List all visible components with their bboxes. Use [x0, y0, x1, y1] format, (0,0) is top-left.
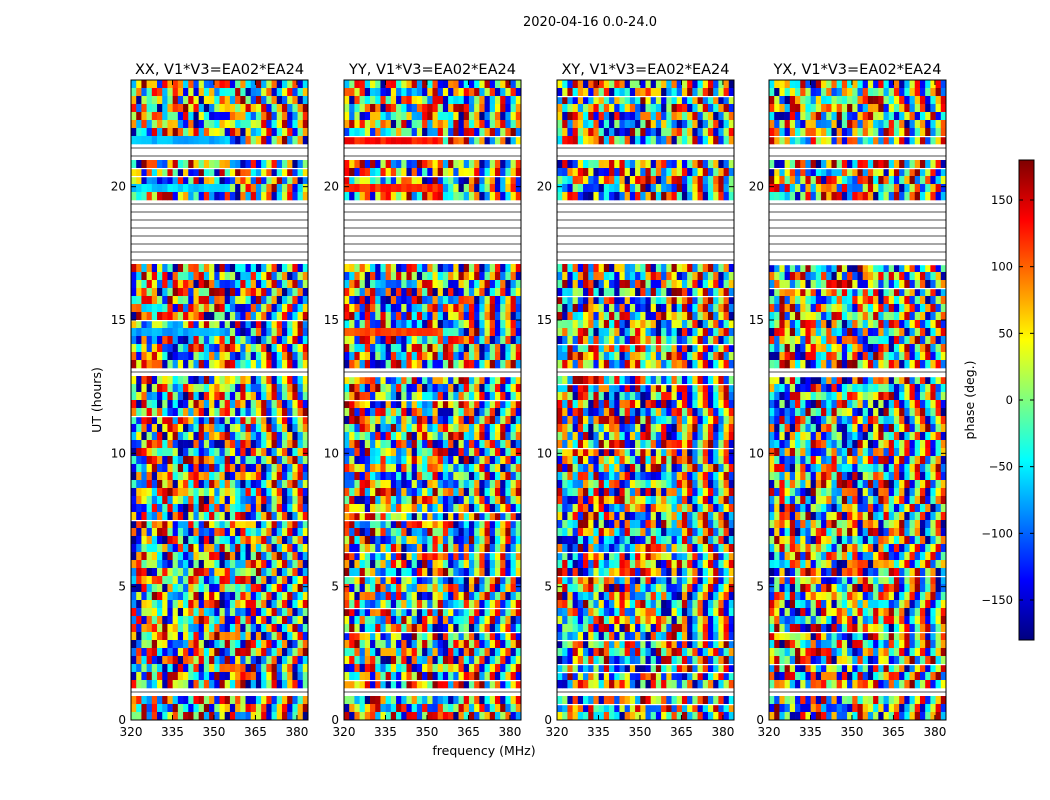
y-tick-label: 5: [544, 580, 552, 594]
y-axis-label: UT (hours): [89, 367, 104, 433]
phase-heatmap: [344, 80, 521, 720]
y-tick-label: 0: [544, 713, 552, 727]
y-tick-label: 15: [324, 313, 339, 327]
colorbar-tick-label: −100: [981, 526, 1013, 540]
x-tick-label: 350: [416, 725, 439, 739]
x-tick-label: 335: [161, 725, 184, 739]
y-tick-label: 10: [111, 446, 126, 460]
panel-frame: [768, 79, 947, 721]
panel-yy: YY, V1*V3=EA02*EA24 320 335 350 365 380 0 5 10 15…: [324, 62, 522, 739]
y-tick-label: 15: [111, 313, 126, 327]
y-tick-label: 5: [331, 580, 339, 594]
x-tick-label: 320: [758, 725, 781, 739]
x-tick-label: 320: [333, 725, 356, 739]
panel-title: YY, V1*V3=EA02*EA24: [348, 62, 516, 78]
y-tick-label: 10: [324, 446, 339, 460]
colorbar-label: phase (deg.): [962, 361, 977, 440]
x-tick-label: 365: [457, 725, 480, 739]
phase-heatmap: [557, 80, 734, 720]
y-tick-label: 15: [749, 313, 764, 327]
colorbar-tick-label: 150: [991, 193, 1013, 207]
y-tick-label: 20: [111, 180, 126, 194]
colorbar: 150 100 50 0 −50 −100 −150 phase (deg.): [962, 159, 1035, 641]
y-tick-label: 5: [118, 580, 126, 594]
panel-frame: [556, 79, 735, 721]
y-tick-label: 15: [537, 313, 552, 327]
y-tick-label: 5: [756, 580, 764, 594]
panel-frame: [343, 79, 522, 721]
x-tick-label: 335: [374, 725, 397, 739]
x-tick-label: 365: [882, 725, 905, 739]
y-tick-label: 10: [749, 446, 764, 460]
x-tick-label: 335: [587, 725, 610, 739]
figure-title: 2020-04-16 0.0-24.0: [523, 15, 657, 30]
colorbar-tick-label: −150: [981, 593, 1013, 607]
x-tick-label: 380: [285, 725, 308, 739]
y-tick-label: 0: [331, 713, 339, 727]
x-tick-label: 365: [244, 725, 267, 739]
x-tick-label: 350: [841, 725, 864, 739]
colorbar-tick-label: −50: [989, 460, 1013, 474]
x-tick-label: 380: [923, 725, 946, 739]
y-tick-label: 10: [537, 446, 552, 460]
panel-title: YX, V1*V3=EA02*EA24: [772, 62, 941, 78]
x-tick-label: 380: [498, 725, 521, 739]
y-tick-label: 20: [749, 180, 764, 194]
x-tick-label: 320: [120, 725, 143, 739]
panel-frame: [130, 79, 309, 721]
panel-xy: XY, V1*V3=EA02*EA24 320 335 350 365 380 0 5 10 15…: [537, 62, 735, 739]
y-tick-label: 20: [537, 180, 552, 194]
y-tick-label: 20: [324, 180, 339, 194]
panel-title: XX, V1*V3=EA02*EA24: [135, 62, 304, 78]
x-tick-label: 365: [670, 725, 693, 739]
x-tick-label: 350: [629, 725, 652, 739]
colorbar-tick-label: 0: [1006, 393, 1013, 407]
panel-xx: XX, V1*V3=EA02*EA24 320 335 350 365 380 0 5 10 15…: [111, 62, 309, 739]
colorbar-tick-label: 50: [998, 326, 1013, 340]
x-tick-label: 335: [799, 725, 822, 739]
phase-heatmap: [769, 80, 946, 720]
x-tick-label: 380: [711, 725, 734, 739]
x-tick-label: 350: [203, 725, 226, 739]
x-axis-label: frequency (MHz): [432, 743, 535, 758]
colorbar-tick-label: 100: [991, 260, 1013, 274]
panel-yx: YX, V1*V3=EA02*EA24 320 335 350 365 380 0 5 10 15…: [749, 62, 947, 739]
panels: XX, V1*V3=EA02*EA24 320 335 350 365 380 0 5 10 15…: [111, 62, 947, 739]
panel-title: XY, V1*V3=EA02*EA24: [561, 62, 729, 78]
x-tick-label: 320: [546, 725, 569, 739]
phase-heatmap: [131, 80, 308, 720]
y-tick-label: 0: [756, 713, 764, 727]
y-tick-label: 0: [118, 713, 126, 727]
